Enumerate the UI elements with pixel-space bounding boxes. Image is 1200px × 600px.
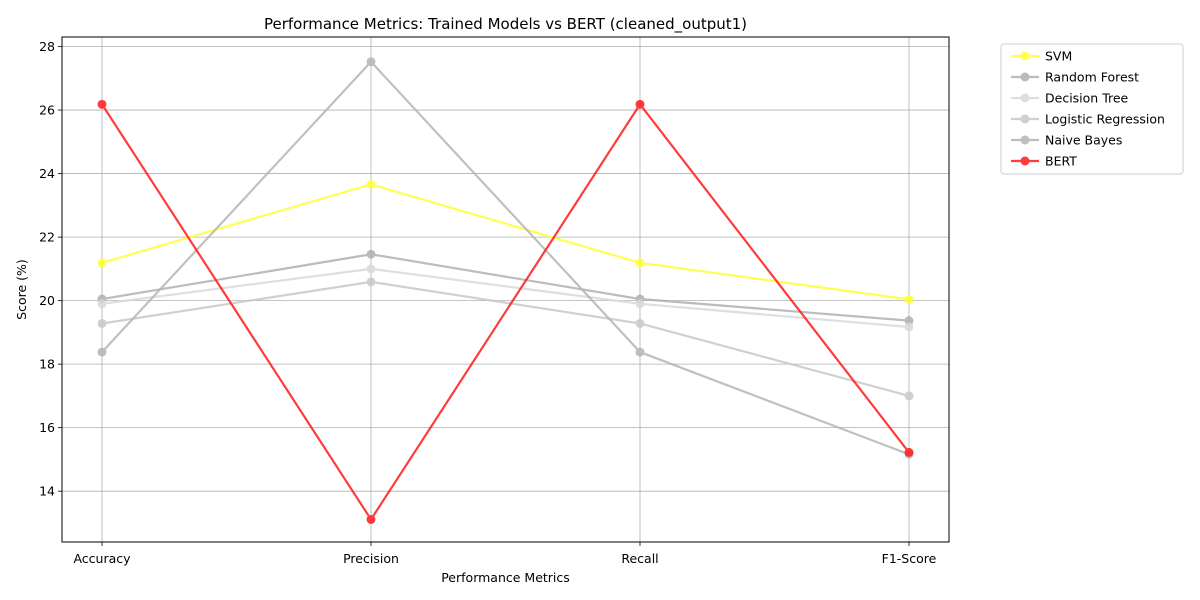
series-random-forest bbox=[97, 249, 914, 326]
x-tick-label: Precision bbox=[343, 551, 399, 566]
data-point bbox=[635, 258, 645, 268]
series-line bbox=[101, 183, 910, 301]
data-point bbox=[366, 179, 376, 189]
legend-marker bbox=[1020, 135, 1030, 145]
data-point bbox=[97, 99, 107, 109]
data-point bbox=[904, 316, 914, 326]
data-point bbox=[366, 57, 376, 67]
y-tick-label: 20 bbox=[39, 293, 55, 308]
x-tick-label: F1-Score bbox=[882, 551, 937, 566]
data-point bbox=[97, 258, 107, 268]
series-line bbox=[101, 103, 910, 521]
legend-marker bbox=[1020, 51, 1030, 61]
legend-label: Decision Tree bbox=[1045, 91, 1129, 106]
chart-title: Performance Metrics: Trained Models vs B… bbox=[264, 15, 747, 34]
y-tick-label: 16 bbox=[39, 420, 55, 435]
series-logistic-regression bbox=[97, 277, 914, 401]
x-tick-label: Accuracy bbox=[73, 551, 131, 566]
data-point bbox=[904, 391, 914, 401]
x-axis-label: Performance Metrics bbox=[441, 570, 570, 585]
legend-item bbox=[1011, 156, 1039, 166]
legend-item bbox=[1011, 114, 1039, 124]
x-axis-ticks: Accuracy Precision Recall F1-Score bbox=[73, 542, 937, 566]
series-bert bbox=[97, 99, 914, 524]
x-tick-label: Recall bbox=[621, 551, 658, 566]
y-tick-label: 14 bbox=[39, 484, 55, 499]
legend-label: Naive Bayes bbox=[1045, 133, 1122, 148]
y-axis-label: Score (%) bbox=[14, 259, 29, 320]
data-point bbox=[97, 299, 107, 309]
y-tick-label: 24 bbox=[39, 166, 55, 181]
legend-label: Random Forest bbox=[1045, 70, 1139, 85]
legend-item bbox=[1011, 72, 1039, 82]
y-tick-label: 18 bbox=[39, 357, 55, 372]
data-point bbox=[635, 99, 645, 109]
series-line bbox=[101, 280, 910, 397]
data-point bbox=[97, 318, 107, 328]
series-line bbox=[101, 60, 910, 456]
series-decision-tree bbox=[97, 264, 914, 332]
data-point bbox=[904, 447, 914, 457]
series-layer bbox=[97, 57, 914, 524]
series-line bbox=[101, 267, 910, 329]
data-point bbox=[904, 294, 914, 304]
legend-marker bbox=[1020, 156, 1030, 166]
data-point bbox=[366, 514, 376, 524]
data-point bbox=[635, 299, 645, 309]
data-point bbox=[635, 318, 645, 328]
legend-item bbox=[1011, 93, 1039, 103]
legend-marker bbox=[1020, 114, 1030, 124]
legend-box bbox=[1000, 43, 1184, 175]
y-axis-ticks: 14 16 18 20 22 24 26 28 bbox=[39, 39, 62, 499]
legend-label: Logistic Regression bbox=[1045, 112, 1165, 127]
data-point bbox=[366, 249, 376, 259]
data-point bbox=[366, 264, 376, 274]
legend-item bbox=[1011, 51, 1039, 61]
plot-area-frame bbox=[61, 36, 950, 543]
legend-label: BERT bbox=[1045, 154, 1077, 169]
legend: SVM Random Forest Decision Tree Logistic Re… bbox=[1000, 43, 1184, 175]
legend-marker bbox=[1020, 93, 1030, 103]
data-point bbox=[97, 347, 107, 357]
y-tick-label: 26 bbox=[39, 103, 55, 118]
legend-marker bbox=[1020, 72, 1030, 82]
series-line bbox=[101, 253, 910, 322]
data-point bbox=[366, 277, 376, 287]
data-point bbox=[904, 322, 914, 332]
legend-label: SVM bbox=[1045, 49, 1072, 64]
y-tick-label: 22 bbox=[39, 230, 55, 245]
series-svm bbox=[97, 179, 914, 304]
legend-item bbox=[1011, 135, 1039, 145]
data-point bbox=[635, 347, 645, 357]
y-tick-label: 28 bbox=[39, 39, 55, 54]
